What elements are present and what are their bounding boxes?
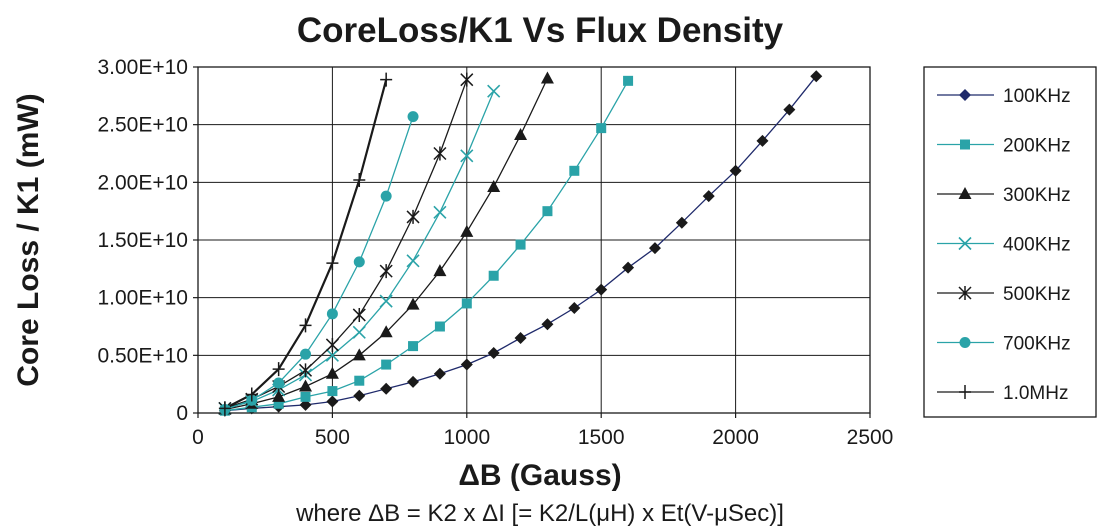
data-point xyxy=(380,295,392,307)
data-point xyxy=(407,210,419,224)
x-axis-label: ΔB (Gauss) xyxy=(458,459,621,492)
legend-entry-label: 500KHz xyxy=(1003,284,1071,305)
data-point xyxy=(542,206,552,216)
legend-entry-label: 300KHz xyxy=(1003,185,1071,206)
y-tick-label: 3.00E+10 xyxy=(97,56,188,79)
data-point xyxy=(488,347,500,359)
data-point xyxy=(514,128,527,140)
data-point xyxy=(326,395,338,407)
data-point xyxy=(460,225,473,237)
x-tick-label: 2500 xyxy=(847,426,894,449)
legend-entry-label: 700KHz xyxy=(1003,334,1071,355)
legend-entry-label: 400KHz xyxy=(1003,235,1071,256)
legend-marker xyxy=(960,140,970,150)
data-point xyxy=(461,359,473,371)
data-point xyxy=(434,368,446,380)
y-tick-label: 1.50E+10 xyxy=(97,229,188,252)
data-point xyxy=(353,308,365,322)
series-line-1 xyxy=(225,81,628,411)
data-point xyxy=(408,341,418,351)
legend-entry-label: 1.0MHz xyxy=(1003,383,1068,404)
legend-marker xyxy=(960,337,971,348)
y-tick-label: 0 xyxy=(176,402,188,425)
data-point xyxy=(623,76,633,86)
x-tick-label: 1000 xyxy=(443,426,490,449)
data-point xyxy=(327,308,338,319)
data-point xyxy=(461,73,473,87)
legend-entry-label: 100KHz xyxy=(1003,86,1071,107)
data-point xyxy=(300,349,311,360)
series-line-3 xyxy=(225,91,494,408)
legend-entry-label: 200KHz xyxy=(1003,136,1071,157)
data-point xyxy=(353,326,365,338)
data-point xyxy=(380,264,392,278)
chart-title: CoreLoss/K1 Vs Flux Density xyxy=(297,11,784,50)
data-point xyxy=(381,191,392,202)
data-point xyxy=(380,383,392,395)
data-point xyxy=(327,386,337,396)
data-point xyxy=(353,348,366,360)
data-point xyxy=(435,322,445,332)
y-axis-ticks: 0 0.50E+10 1.00E+10 1.50E+10 2.00E+10 2.50E+1… xyxy=(97,56,198,425)
data-point xyxy=(568,302,580,314)
data-point xyxy=(301,392,311,402)
data-point xyxy=(299,379,312,391)
x-tick-label: 0 xyxy=(192,426,204,449)
data-point xyxy=(353,173,365,187)
x-axis-note: where ΔB = K2 x ΔI [= K2/L(μH) x Et(V-μS… xyxy=(295,500,784,527)
x-axis-ticks: 0 500 1000 1500 2000 2500 xyxy=(192,413,893,449)
x-tick-label: 2000 xyxy=(712,426,759,449)
data-point xyxy=(381,360,391,370)
data-point xyxy=(541,318,553,330)
data-point xyxy=(407,376,419,388)
data-point xyxy=(354,376,364,386)
data-point xyxy=(273,378,284,389)
data-point xyxy=(434,147,446,161)
data-point xyxy=(380,73,392,87)
y-tick-label: 2.50E+10 xyxy=(97,114,188,137)
data-point xyxy=(408,111,419,122)
y-tick-label: 1.00E+10 xyxy=(97,287,188,310)
data-point xyxy=(488,85,500,97)
x-tick-label: 1500 xyxy=(578,426,625,449)
data-point xyxy=(541,72,554,84)
data-point xyxy=(489,271,499,281)
y-tick-label: 0.50E+10 xyxy=(97,344,188,367)
data-point xyxy=(433,264,446,276)
data-point xyxy=(515,332,527,344)
data-point xyxy=(407,255,419,267)
data-point xyxy=(354,256,365,267)
series-markers xyxy=(218,70,822,416)
data-point xyxy=(326,338,338,352)
data-point xyxy=(326,367,339,379)
data-point xyxy=(353,390,365,402)
series-line-4 xyxy=(225,80,467,409)
data-point xyxy=(326,256,338,270)
y-axis-label: Core Loss / K1 (mW) xyxy=(12,93,45,386)
x-tick-label: 500 xyxy=(315,426,350,449)
y-tick-label: 2.00E+10 xyxy=(97,171,188,194)
data-point xyxy=(569,166,579,176)
data-point xyxy=(596,123,606,133)
data-point xyxy=(516,240,526,250)
data-point xyxy=(487,180,500,192)
data-point xyxy=(462,298,472,308)
data-point xyxy=(434,206,446,218)
